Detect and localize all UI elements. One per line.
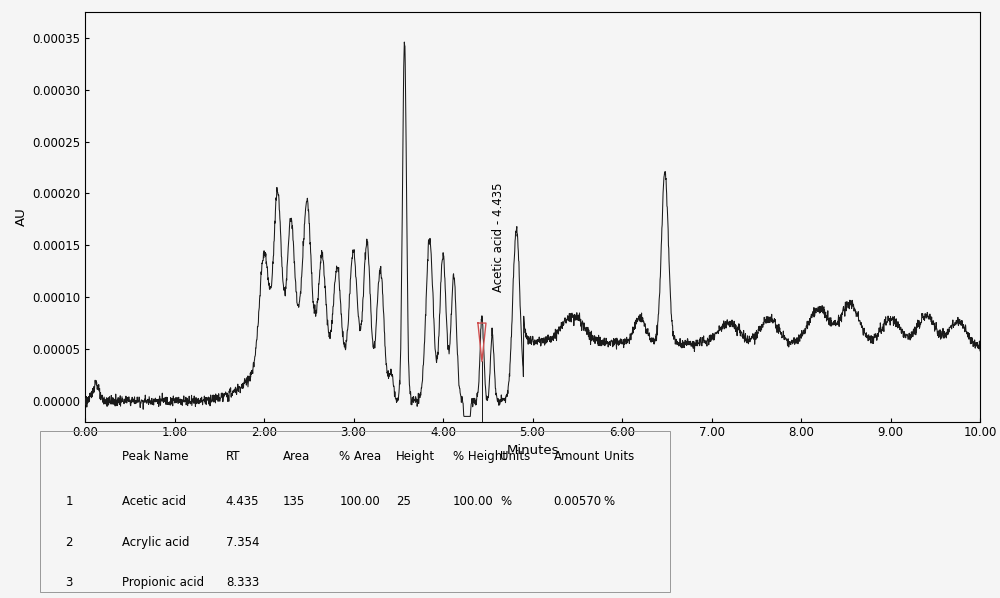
Text: % Area: % Area [339,450,381,463]
Text: Amount: Amount [553,450,600,463]
Text: 100.00: 100.00 [453,495,493,508]
Text: Peak Name: Peak Name [122,450,188,463]
Text: Acrylic acid: Acrylic acid [122,536,189,548]
Text: 135: 135 [283,495,305,508]
Text: %: % [604,495,615,508]
Text: %: % [500,495,511,508]
Text: 0.00570: 0.00570 [553,495,602,508]
Text: Acetic acid - 4.435: Acetic acid - 4.435 [492,182,505,292]
Text: 4.435: 4.435 [226,495,259,508]
Text: 7.354: 7.354 [226,536,259,548]
Text: Acetic acid: Acetic acid [122,495,186,508]
Text: Area: Area [283,450,310,463]
Text: 3: 3 [65,576,73,589]
Text: 2: 2 [65,536,73,548]
Text: Height: Height [396,450,435,463]
Text: 25: 25 [396,495,411,508]
Text: 100.00: 100.00 [339,495,380,508]
X-axis label: Minutes: Minutes [506,444,559,457]
Text: Units: Units [500,450,530,463]
Text: 8.333: 8.333 [226,576,259,589]
Y-axis label: AU: AU [15,208,28,226]
Text: Units: Units [604,450,634,463]
Text: RT: RT [226,450,240,463]
Text: Propionic acid: Propionic acid [122,576,204,589]
Text: 1: 1 [65,495,73,508]
Text: % Height: % Height [453,450,507,463]
